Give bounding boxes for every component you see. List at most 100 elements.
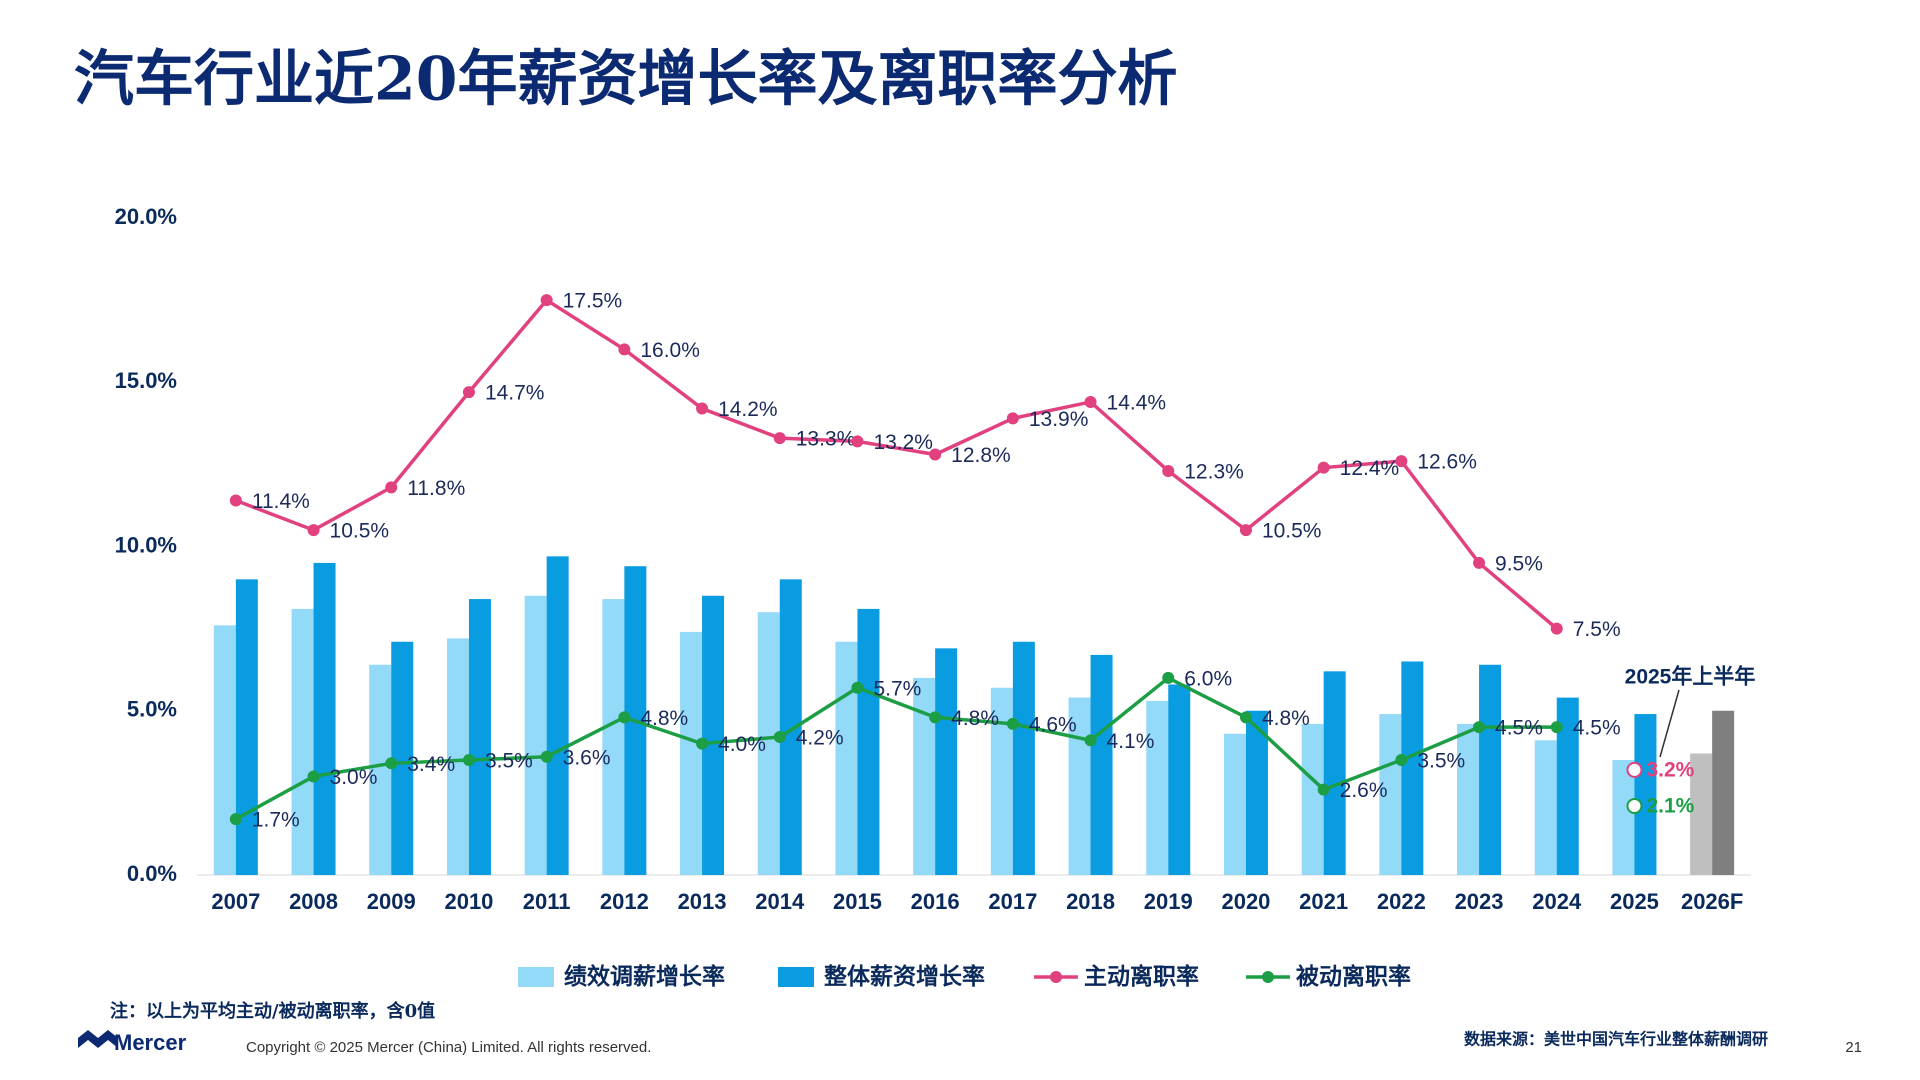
- y-tick-label: 5.0%: [127, 697, 177, 722]
- line-marker: [1473, 556, 1486, 569]
- bar: [835, 641, 858, 875]
- data-label: 4.8%: [951, 707, 999, 730]
- bar: [990, 687, 1013, 875]
- x-tick-label: 2012: [600, 889, 649, 914]
- line-marker: [929, 711, 942, 724]
- bar: [1534, 740, 1557, 875]
- data-label: 13.3%: [796, 428, 856, 451]
- data-label: 10.5%: [330, 520, 390, 543]
- line-marker: [1162, 671, 1175, 684]
- line-marker: [773, 432, 786, 445]
- data-label: 14.2%: [718, 398, 778, 421]
- line-marker: [462, 386, 475, 399]
- data-label: 12.4%: [1340, 457, 1400, 480]
- x-tick-label: 2018: [1066, 889, 1115, 914]
- data-label: 4.5%: [1573, 717, 1621, 740]
- bar: [1223, 733, 1246, 875]
- bar: [602, 599, 625, 875]
- bar: [1146, 700, 1169, 875]
- line-marker: [229, 494, 242, 507]
- bar: [1090, 654, 1113, 875]
- logo-text: Mercer: [114, 1030, 187, 1055]
- line: [235, 675, 1557, 821]
- data-label: 7.5%: [1573, 618, 1621, 641]
- line-marker: [1395, 754, 1408, 767]
- h1-marker: [1626, 761, 1643, 778]
- data-label: 3.5%: [485, 750, 533, 773]
- data-label: 4.8%: [1262, 707, 1310, 730]
- line-marker: [462, 754, 475, 767]
- x-tick-label: 2024: [1532, 889, 1582, 914]
- x-tick-label: 2015: [833, 889, 882, 914]
- data-label: 4.8%: [640, 707, 688, 730]
- bar: [1168, 684, 1191, 875]
- bar: [1479, 664, 1502, 875]
- data-label: 4.2%: [796, 727, 844, 750]
- copyright: Copyright © 2025 Mercer (China) Limited.…: [246, 1039, 651, 1056]
- bar: [546, 556, 569, 875]
- bar: [1245, 710, 1268, 875]
- line-marker: [1006, 412, 1019, 425]
- x-tick-label: 2022: [1377, 889, 1426, 914]
- data-label: 16.0%: [640, 339, 700, 362]
- bar: [391, 641, 414, 875]
- legend-label: 绩效调薪增长率: [564, 963, 725, 990]
- data-label: 14.4%: [1107, 392, 1167, 415]
- data-label: 4.5%: [1495, 717, 1543, 740]
- annotation: 2025年上半年: [1625, 665, 1756, 689]
- note: 注：以上为平均主动/被动离职率，含0值: [110, 1000, 435, 1022]
- logo: Mercer: [78, 1030, 187, 1055]
- bar: [313, 562, 336, 875]
- x-tick-label: 2010: [444, 889, 493, 914]
- line-marker: [929, 448, 942, 461]
- legend-swatch-marker: [1262, 971, 1274, 983]
- x-tick-label: 2017: [988, 889, 1037, 914]
- legend-swatch: [778, 967, 814, 987]
- line-marker: [618, 711, 631, 724]
- bar: [1379, 714, 1402, 875]
- data-label: 14.7%: [485, 382, 545, 405]
- line-marker: [1162, 464, 1175, 477]
- y-tick-label: 15.0%: [115, 368, 177, 393]
- line-marker: [1239, 524, 1252, 537]
- line-marker: [1317, 783, 1330, 796]
- logo-mark: [78, 1030, 118, 1048]
- line-marker: [851, 681, 864, 694]
- bar: [935, 648, 958, 875]
- bar: [1690, 753, 1713, 875]
- line-marker: [1395, 455, 1408, 468]
- x-tick-label: 2025: [1610, 889, 1659, 914]
- bar: [1301, 723, 1324, 875]
- line-marker: [851, 435, 864, 448]
- line-marker: [1317, 461, 1330, 474]
- data-label: 6.0%: [1184, 667, 1232, 690]
- data-label: 3.5%: [1417, 750, 1465, 773]
- data-label: 3.4%: [407, 753, 455, 776]
- data-label: 12.3%: [1184, 460, 1244, 483]
- line-marker: [1084, 734, 1097, 747]
- y-tick-label: 0.0%: [127, 861, 177, 886]
- data-label: 5.7%: [873, 677, 921, 700]
- data-label: 9.5%: [1495, 552, 1543, 575]
- line-marker: [307, 770, 320, 783]
- bar: [1401, 661, 1424, 875]
- bar: [680, 631, 703, 875]
- data-label: 1.7%: [252, 809, 300, 832]
- bar: [1612, 760, 1635, 875]
- y-tick-label: 10.0%: [115, 532, 177, 557]
- line-marker: [1550, 721, 1563, 734]
- x-tick-label: 2023: [1455, 889, 1504, 914]
- bar: [857, 608, 880, 875]
- line-marker: [385, 481, 398, 494]
- x-tick-label: 2016: [911, 889, 960, 914]
- legend-swatch: [518, 967, 554, 987]
- data-label: 13.2%: [873, 431, 933, 454]
- line-marker: [307, 524, 320, 537]
- bar: [1323, 671, 1346, 875]
- bar: [1457, 723, 1480, 875]
- legend-label: 主动离职率: [1084, 963, 1199, 990]
- legend-label: 被动离职率: [1296, 963, 1411, 990]
- line-marker: [1550, 622, 1563, 635]
- x-tick-label: 2013: [678, 889, 727, 914]
